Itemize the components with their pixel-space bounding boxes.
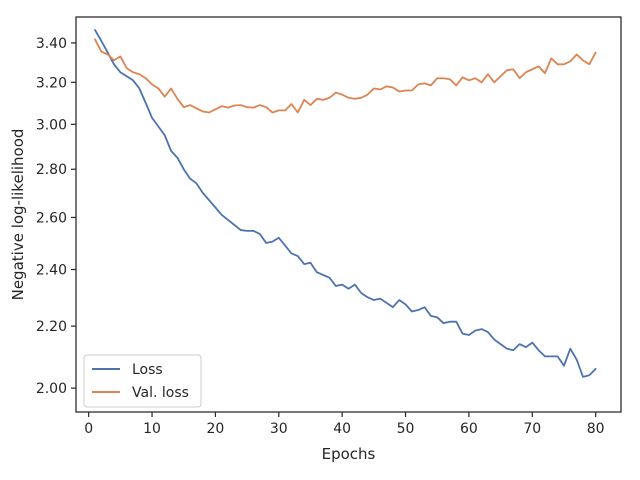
y-tick-label: 3.00 bbox=[36, 117, 67, 133]
y-tick-label: 3.40 bbox=[36, 36, 67, 52]
x-tick-label: 40 bbox=[333, 421, 351, 437]
series-line-val-loss bbox=[94, 38, 597, 114]
y-tick-label: 2.80 bbox=[36, 162, 67, 178]
x-tick-label: 10 bbox=[143, 421, 161, 437]
y-axis-label: Negative log-likelihood bbox=[9, 129, 27, 301]
plot-area bbox=[75, 16, 622, 413]
x-axis-label: Epochs bbox=[322, 445, 376, 463]
legend-label-val-loss: Val. loss bbox=[132, 385, 189, 401]
legend-label-loss: Loss bbox=[132, 362, 163, 378]
x-tick-label: 0 bbox=[84, 421, 93, 437]
y-tick-label: 2.20 bbox=[36, 319, 67, 335]
x-tick-label: 80 bbox=[587, 421, 605, 437]
x-tick-label: 60 bbox=[460, 421, 478, 437]
y-tick-label: 2.40 bbox=[36, 263, 67, 279]
x-tick-label: 30 bbox=[270, 421, 288, 437]
y-tick-label: 2.00 bbox=[36, 381, 67, 397]
legend: Loss Val. loss bbox=[83, 354, 202, 408]
y-tick-label: 3.20 bbox=[36, 75, 67, 91]
x-tick-label: 20 bbox=[207, 421, 225, 437]
series-line-loss bbox=[94, 29, 597, 378]
x-tick-label: 50 bbox=[397, 421, 415, 437]
x-tick-label: 70 bbox=[523, 421, 541, 437]
y-tick-label: 2.60 bbox=[36, 210, 67, 226]
